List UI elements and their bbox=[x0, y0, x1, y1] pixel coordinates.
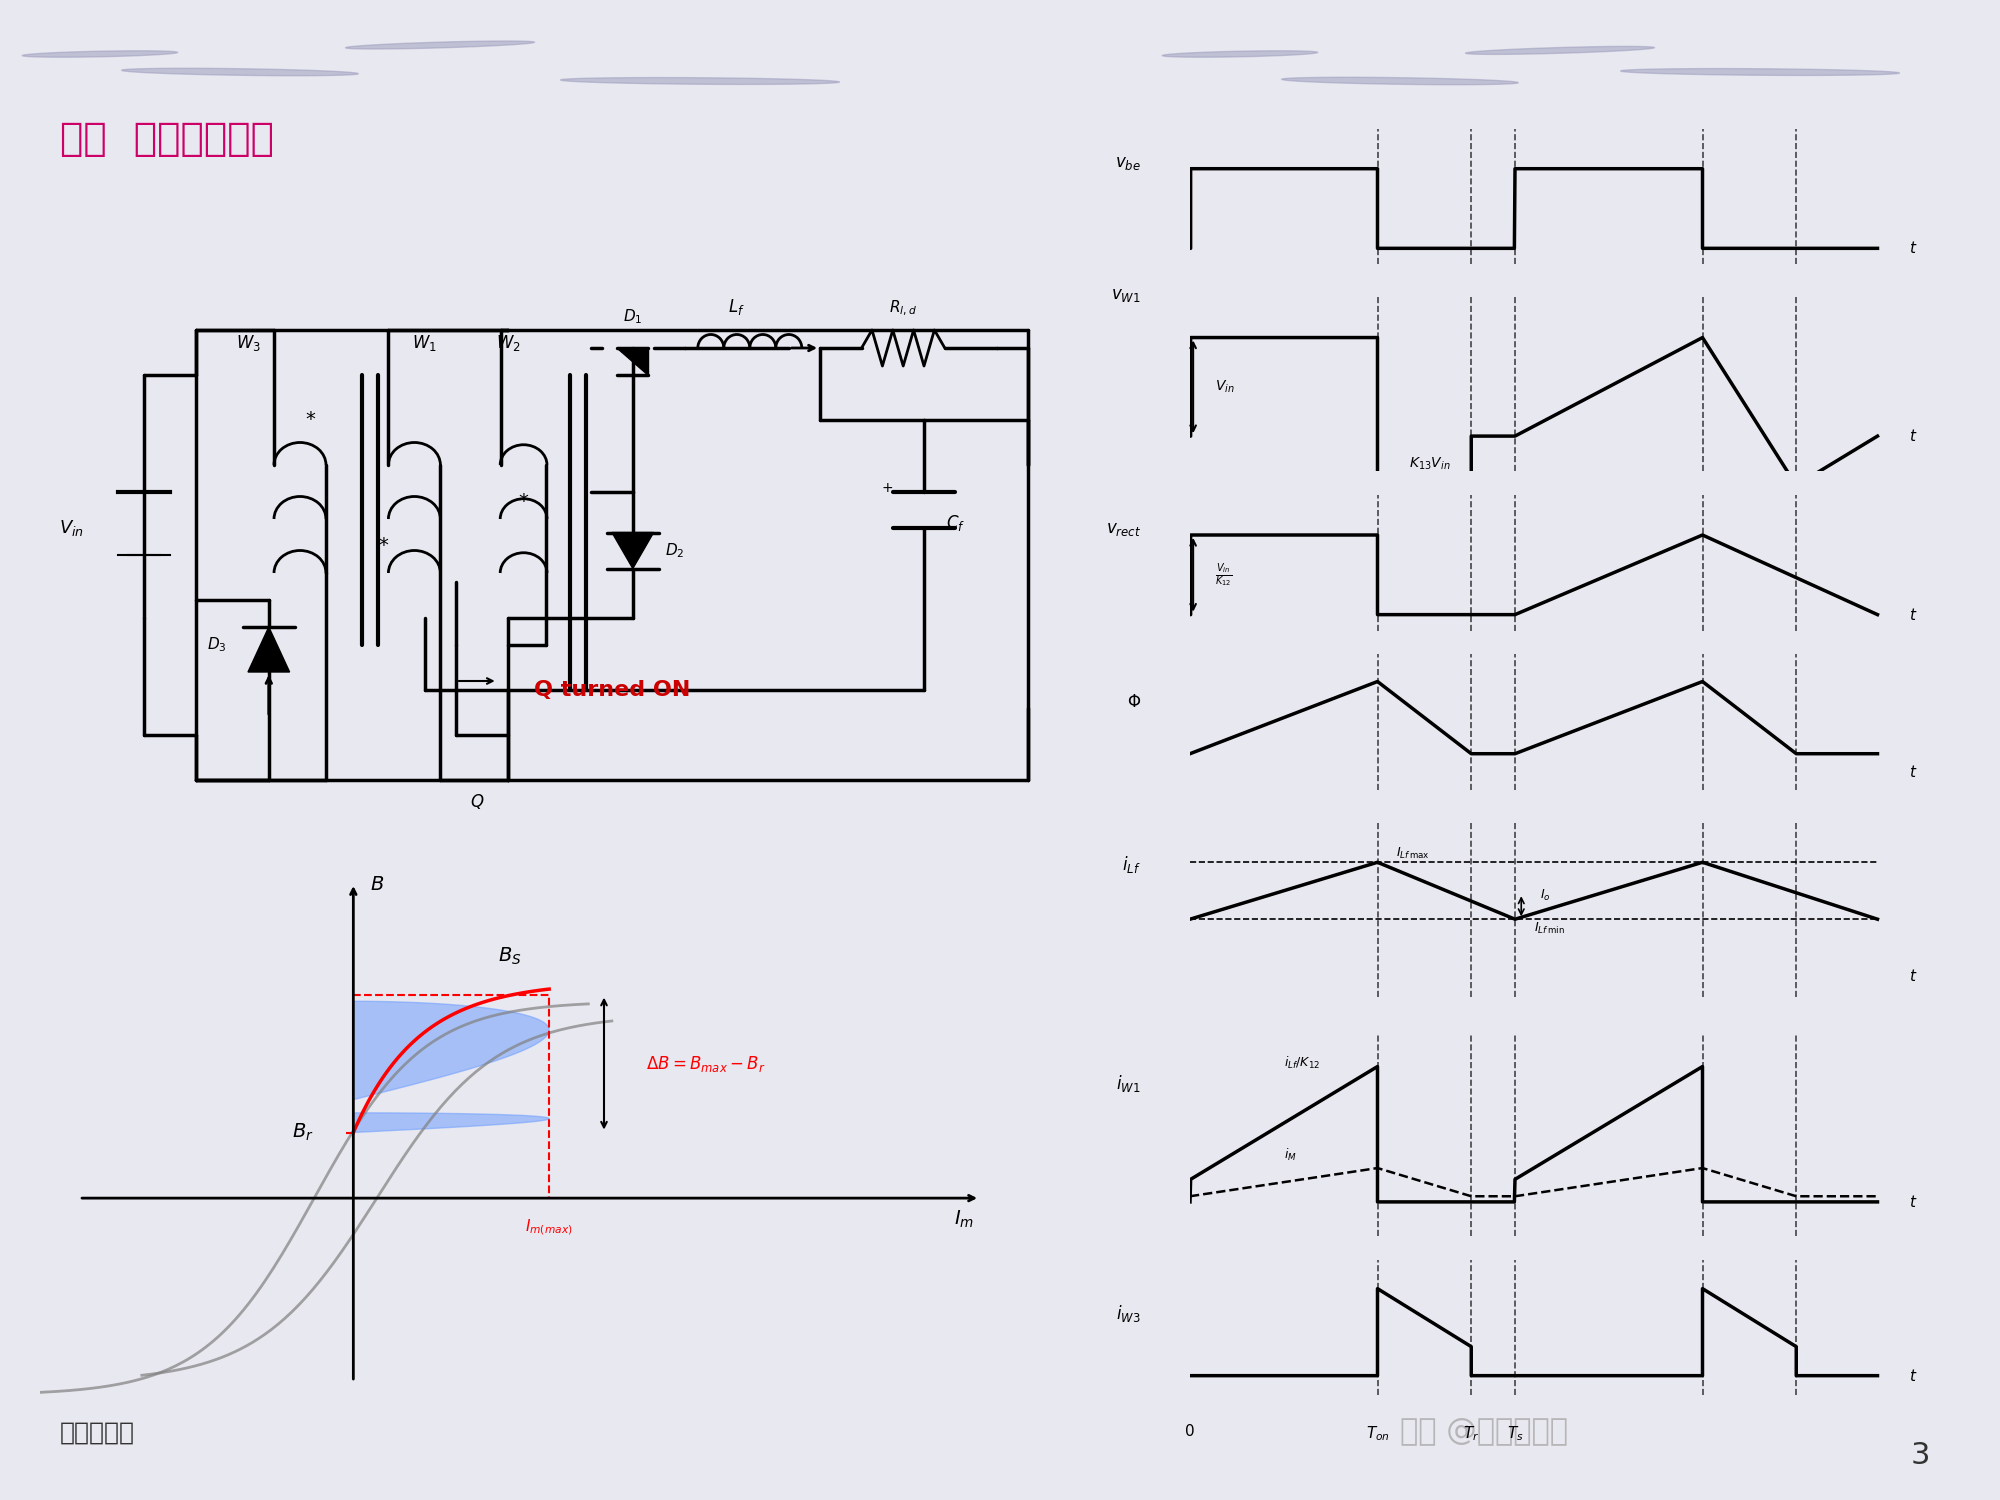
Text: *: * bbox=[378, 537, 388, 555]
Text: $\Phi$: $\Phi$ bbox=[1126, 693, 1140, 711]
Polygon shape bbox=[1282, 78, 1518, 84]
Text: $R_{l,d}$: $R_{l,d}$ bbox=[890, 298, 918, 318]
Text: $\Delta B = B_{max} - B_r$: $\Delta B = B_{max} - B_r$ bbox=[646, 1053, 766, 1074]
Text: $W_3$: $W_3$ bbox=[236, 333, 260, 352]
Text: +: + bbox=[882, 482, 894, 495]
Text: $I_{Lf\,\mathrm{min}}$: $I_{Lf\,\mathrm{min}}$ bbox=[1534, 921, 1564, 936]
Polygon shape bbox=[354, 1002, 550, 1132]
Text: $t$: $t$ bbox=[1908, 968, 1918, 984]
Text: $D_3$: $D_3$ bbox=[206, 636, 226, 654]
Polygon shape bbox=[1620, 69, 1900, 75]
Text: Q turned ON: Q turned ON bbox=[534, 680, 690, 700]
Text: $I_{m(max)}$: $I_{m(max)}$ bbox=[526, 1218, 572, 1237]
Text: $t$: $t$ bbox=[1908, 606, 1918, 622]
Text: $C_f$: $C_f$ bbox=[946, 513, 964, 532]
Text: $Q$: $Q$ bbox=[470, 792, 484, 812]
Polygon shape bbox=[560, 78, 840, 84]
Polygon shape bbox=[22, 51, 178, 57]
Text: *: * bbox=[518, 492, 528, 510]
Text: $i_{Lf}/K_{12}$: $i_{Lf}/K_{12}$ bbox=[1284, 1054, 1320, 1071]
Text: $I_m$: $I_m$ bbox=[954, 1209, 974, 1230]
Polygon shape bbox=[346, 40, 534, 50]
Text: $D_1$: $D_1$ bbox=[624, 308, 642, 326]
Text: $i_{Lf}$: $i_{Lf}$ bbox=[1122, 855, 1140, 876]
Text: $B$: $B$ bbox=[370, 874, 384, 894]
Text: $i_{W3}$: $i_{W3}$ bbox=[1116, 1304, 1140, 1324]
Text: $t$: $t$ bbox=[1908, 427, 1918, 444]
Text: $v_{rect}$: $v_{rect}$ bbox=[1106, 520, 1140, 538]
Text: $i_M$: $i_M$ bbox=[1284, 1148, 1296, 1162]
Text: *: * bbox=[306, 411, 316, 429]
Text: $t$: $t$ bbox=[1908, 240, 1918, 256]
Text: $t$: $t$ bbox=[1908, 764, 1918, 780]
Text: $W_2$: $W_2$ bbox=[496, 333, 520, 352]
Polygon shape bbox=[612, 532, 654, 568]
Text: $T_{on}$: $T_{on}$ bbox=[1366, 1424, 1390, 1443]
Text: $V_{in}$: $V_{in}$ bbox=[1216, 378, 1234, 394]
Text: $T_s$: $T_s$ bbox=[1506, 1424, 1524, 1443]
Text: $V_{in}$: $V_{in}$ bbox=[58, 518, 84, 538]
Text: $I_{Lf\,\mathrm{max}}$: $I_{Lf\,\mathrm{max}}$ bbox=[1396, 846, 1430, 861]
Text: 3: 3 bbox=[1910, 1442, 1930, 1470]
Polygon shape bbox=[1466, 46, 1654, 54]
Text: $W_1$: $W_1$ bbox=[412, 333, 438, 352]
Text: $t$: $t$ bbox=[1908, 1368, 1918, 1383]
Text: 正激变换器: 正激变换器 bbox=[60, 1420, 136, 1444]
Text: $T_r$: $T_r$ bbox=[1464, 1424, 1480, 1443]
Text: 0: 0 bbox=[1186, 1424, 1194, 1438]
Text: $D_2$: $D_2$ bbox=[664, 542, 684, 560]
Text: $L_f$: $L_f$ bbox=[728, 297, 746, 316]
Text: $B_S$: $B_S$ bbox=[498, 946, 522, 968]
Polygon shape bbox=[248, 627, 290, 672]
Text: $t$: $t$ bbox=[1908, 1194, 1918, 1210]
Text: 二，  基本工作原理: 二， 基本工作原理 bbox=[60, 120, 274, 158]
Text: $B_r$: $B_r$ bbox=[292, 1122, 314, 1143]
Text: 知乎 @硬件分享人: 知乎 @硬件分享人 bbox=[1400, 1416, 1568, 1444]
Text: $I_o$: $I_o$ bbox=[1540, 888, 1550, 903]
Polygon shape bbox=[1162, 51, 1318, 57]
Text: $v_{be}$: $v_{be}$ bbox=[1116, 153, 1140, 171]
Text: $i_{W1}$: $i_{W1}$ bbox=[1116, 1072, 1140, 1094]
Polygon shape bbox=[618, 348, 648, 375]
Text: $K_{13}V_{in}$: $K_{13}V_{in}$ bbox=[1408, 456, 1450, 472]
Text: $\frac{V_{in}}{K_{12}}$: $\frac{V_{in}}{K_{12}}$ bbox=[1216, 561, 1232, 588]
Polygon shape bbox=[122, 69, 358, 75]
Text: $v_{W1}$: $v_{W1}$ bbox=[1112, 286, 1140, 304]
